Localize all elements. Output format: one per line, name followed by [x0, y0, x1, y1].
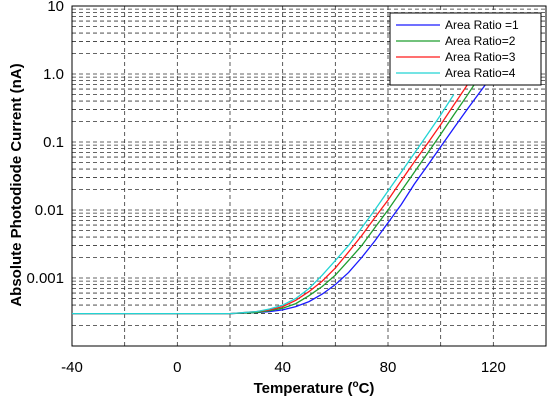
series-group: [72, 73, 494, 315]
legend-label-1: Area Ratio =1: [445, 18, 519, 32]
series-line-3: [72, 85, 468, 315]
grid: [72, 6, 546, 346]
legend-label-2: Area Ratio=2: [445, 34, 516, 48]
x-tick-label: 120: [481, 359, 506, 376]
y-tick-label: 0.1: [43, 134, 64, 151]
legend-label-4: Area Ratio=4: [445, 66, 516, 80]
plot-frame: [71, 5, 547, 347]
y-tick-label: 1.0: [43, 66, 64, 83]
x-tick-label: 0: [173, 359, 181, 376]
series-line-4: [72, 94, 455, 315]
x-axis-label: Temperature (oC): [254, 379, 375, 397]
x-axis-label-tail: C): [359, 380, 375, 397]
y-axis-label: Absolute Photodiode Current (nA): [8, 63, 25, 306]
legend: Area Ratio =1 Area Ratio=2 Area Ratio=3 Are…: [389, 12, 542, 86]
legend-label-3: Area Ratio=3: [445, 50, 516, 64]
x-tick-label: 80: [380, 359, 397, 376]
x-axis-label-sup: o: [352, 379, 358, 390]
y-tick-label: 0.01: [35, 202, 64, 219]
y-tick-label: 0.001: [26, 270, 64, 287]
x-axis-label-main: Temperature (: [254, 380, 353, 397]
ticks: -40 0 40 80 120 10 1.0 0.1 0.01 0.001: [26, 0, 505, 376]
x-tick-label: -40: [61, 359, 83, 376]
x-tick-label: 40: [274, 359, 291, 376]
y-tick-label: 10: [47, 0, 64, 15]
